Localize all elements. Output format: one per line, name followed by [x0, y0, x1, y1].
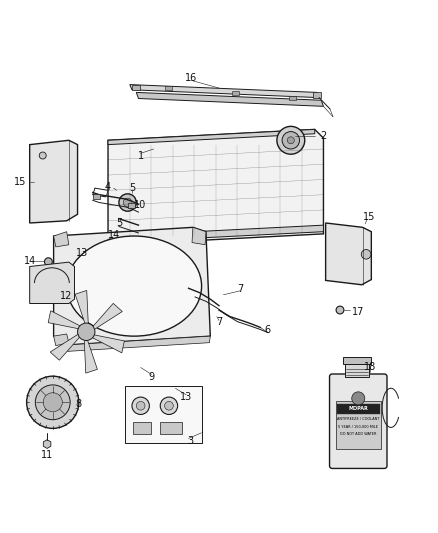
- Polygon shape: [108, 130, 323, 245]
- Text: 4: 4: [105, 182, 111, 192]
- Text: 3: 3: [187, 435, 194, 446]
- Polygon shape: [192, 228, 206, 245]
- Text: ANTIFREEZE / COOLANT: ANTIFREEZE / COOLANT: [337, 417, 379, 421]
- Polygon shape: [50, 334, 80, 360]
- Bar: [128, 203, 135, 208]
- Polygon shape: [109, 225, 323, 243]
- Bar: [313, 92, 321, 98]
- Bar: [160, 422, 182, 434]
- Circle shape: [287, 137, 294, 144]
- Text: 7: 7: [237, 284, 243, 294]
- Text: 7: 7: [216, 317, 222, 327]
- Text: 5 YEAR / 150,000 MILE: 5 YEAR / 150,000 MILE: [338, 425, 378, 429]
- Bar: [343, 357, 371, 365]
- Circle shape: [45, 258, 52, 265]
- Text: 13: 13: [76, 247, 88, 257]
- Polygon shape: [75, 290, 88, 324]
- Ellipse shape: [67, 236, 201, 336]
- Bar: [289, 96, 296, 100]
- Bar: [165, 85, 172, 90]
- Polygon shape: [108, 130, 315, 144]
- Text: 2: 2: [320, 131, 327, 141]
- Polygon shape: [130, 85, 319, 98]
- Circle shape: [119, 194, 136, 211]
- Text: 15: 15: [14, 176, 26, 187]
- Text: DO NOT ADD WATER: DO NOT ADD WATER: [340, 432, 377, 437]
- Text: 16: 16: [184, 74, 197, 84]
- Text: 12: 12: [60, 291, 72, 301]
- Polygon shape: [325, 223, 371, 285]
- Polygon shape: [53, 232, 69, 247]
- Text: 5: 5: [129, 183, 135, 193]
- Circle shape: [282, 132, 300, 149]
- Text: 6: 6: [265, 325, 271, 335]
- Bar: [345, 365, 369, 377]
- Bar: [93, 194, 100, 199]
- Polygon shape: [136, 92, 323, 107]
- Bar: [232, 91, 239, 95]
- Polygon shape: [30, 262, 74, 303]
- Polygon shape: [53, 228, 210, 345]
- Circle shape: [35, 385, 70, 419]
- Text: 9: 9: [148, 372, 155, 382]
- Circle shape: [136, 401, 145, 410]
- Circle shape: [336, 306, 344, 314]
- Circle shape: [352, 392, 365, 405]
- Circle shape: [361, 249, 371, 259]
- Circle shape: [78, 323, 95, 341]
- Text: 15: 15: [363, 212, 375, 222]
- Text: 17: 17: [352, 307, 364, 317]
- Polygon shape: [67, 336, 210, 351]
- Text: 18: 18: [364, 362, 376, 373]
- Circle shape: [39, 152, 46, 159]
- Text: MOPAR: MOPAR: [348, 406, 368, 411]
- Bar: [133, 422, 151, 434]
- Circle shape: [123, 198, 132, 207]
- Text: 5: 5: [117, 218, 123, 228]
- Text: 14: 14: [24, 256, 36, 266]
- Bar: [336, 401, 381, 449]
- Bar: [132, 85, 140, 90]
- Circle shape: [277, 126, 305, 154]
- Polygon shape: [43, 440, 51, 448]
- Polygon shape: [92, 303, 122, 330]
- Text: 14: 14: [109, 230, 121, 240]
- FancyBboxPatch shape: [329, 374, 387, 469]
- Bar: [337, 404, 380, 414]
- Polygon shape: [92, 335, 124, 353]
- Circle shape: [43, 393, 62, 412]
- Bar: [125, 386, 201, 443]
- Circle shape: [27, 376, 79, 429]
- Polygon shape: [48, 311, 81, 329]
- Text: 13: 13: [180, 392, 192, 402]
- Text: 1: 1: [138, 150, 144, 160]
- Text: 8: 8: [76, 399, 82, 409]
- Text: 10: 10: [134, 200, 146, 209]
- Text: 11: 11: [41, 449, 53, 459]
- Polygon shape: [53, 334, 69, 346]
- Circle shape: [160, 397, 178, 415]
- Polygon shape: [30, 140, 78, 223]
- Circle shape: [165, 401, 173, 410]
- Circle shape: [102, 236, 109, 243]
- Circle shape: [132, 397, 149, 415]
- Polygon shape: [84, 340, 97, 373]
